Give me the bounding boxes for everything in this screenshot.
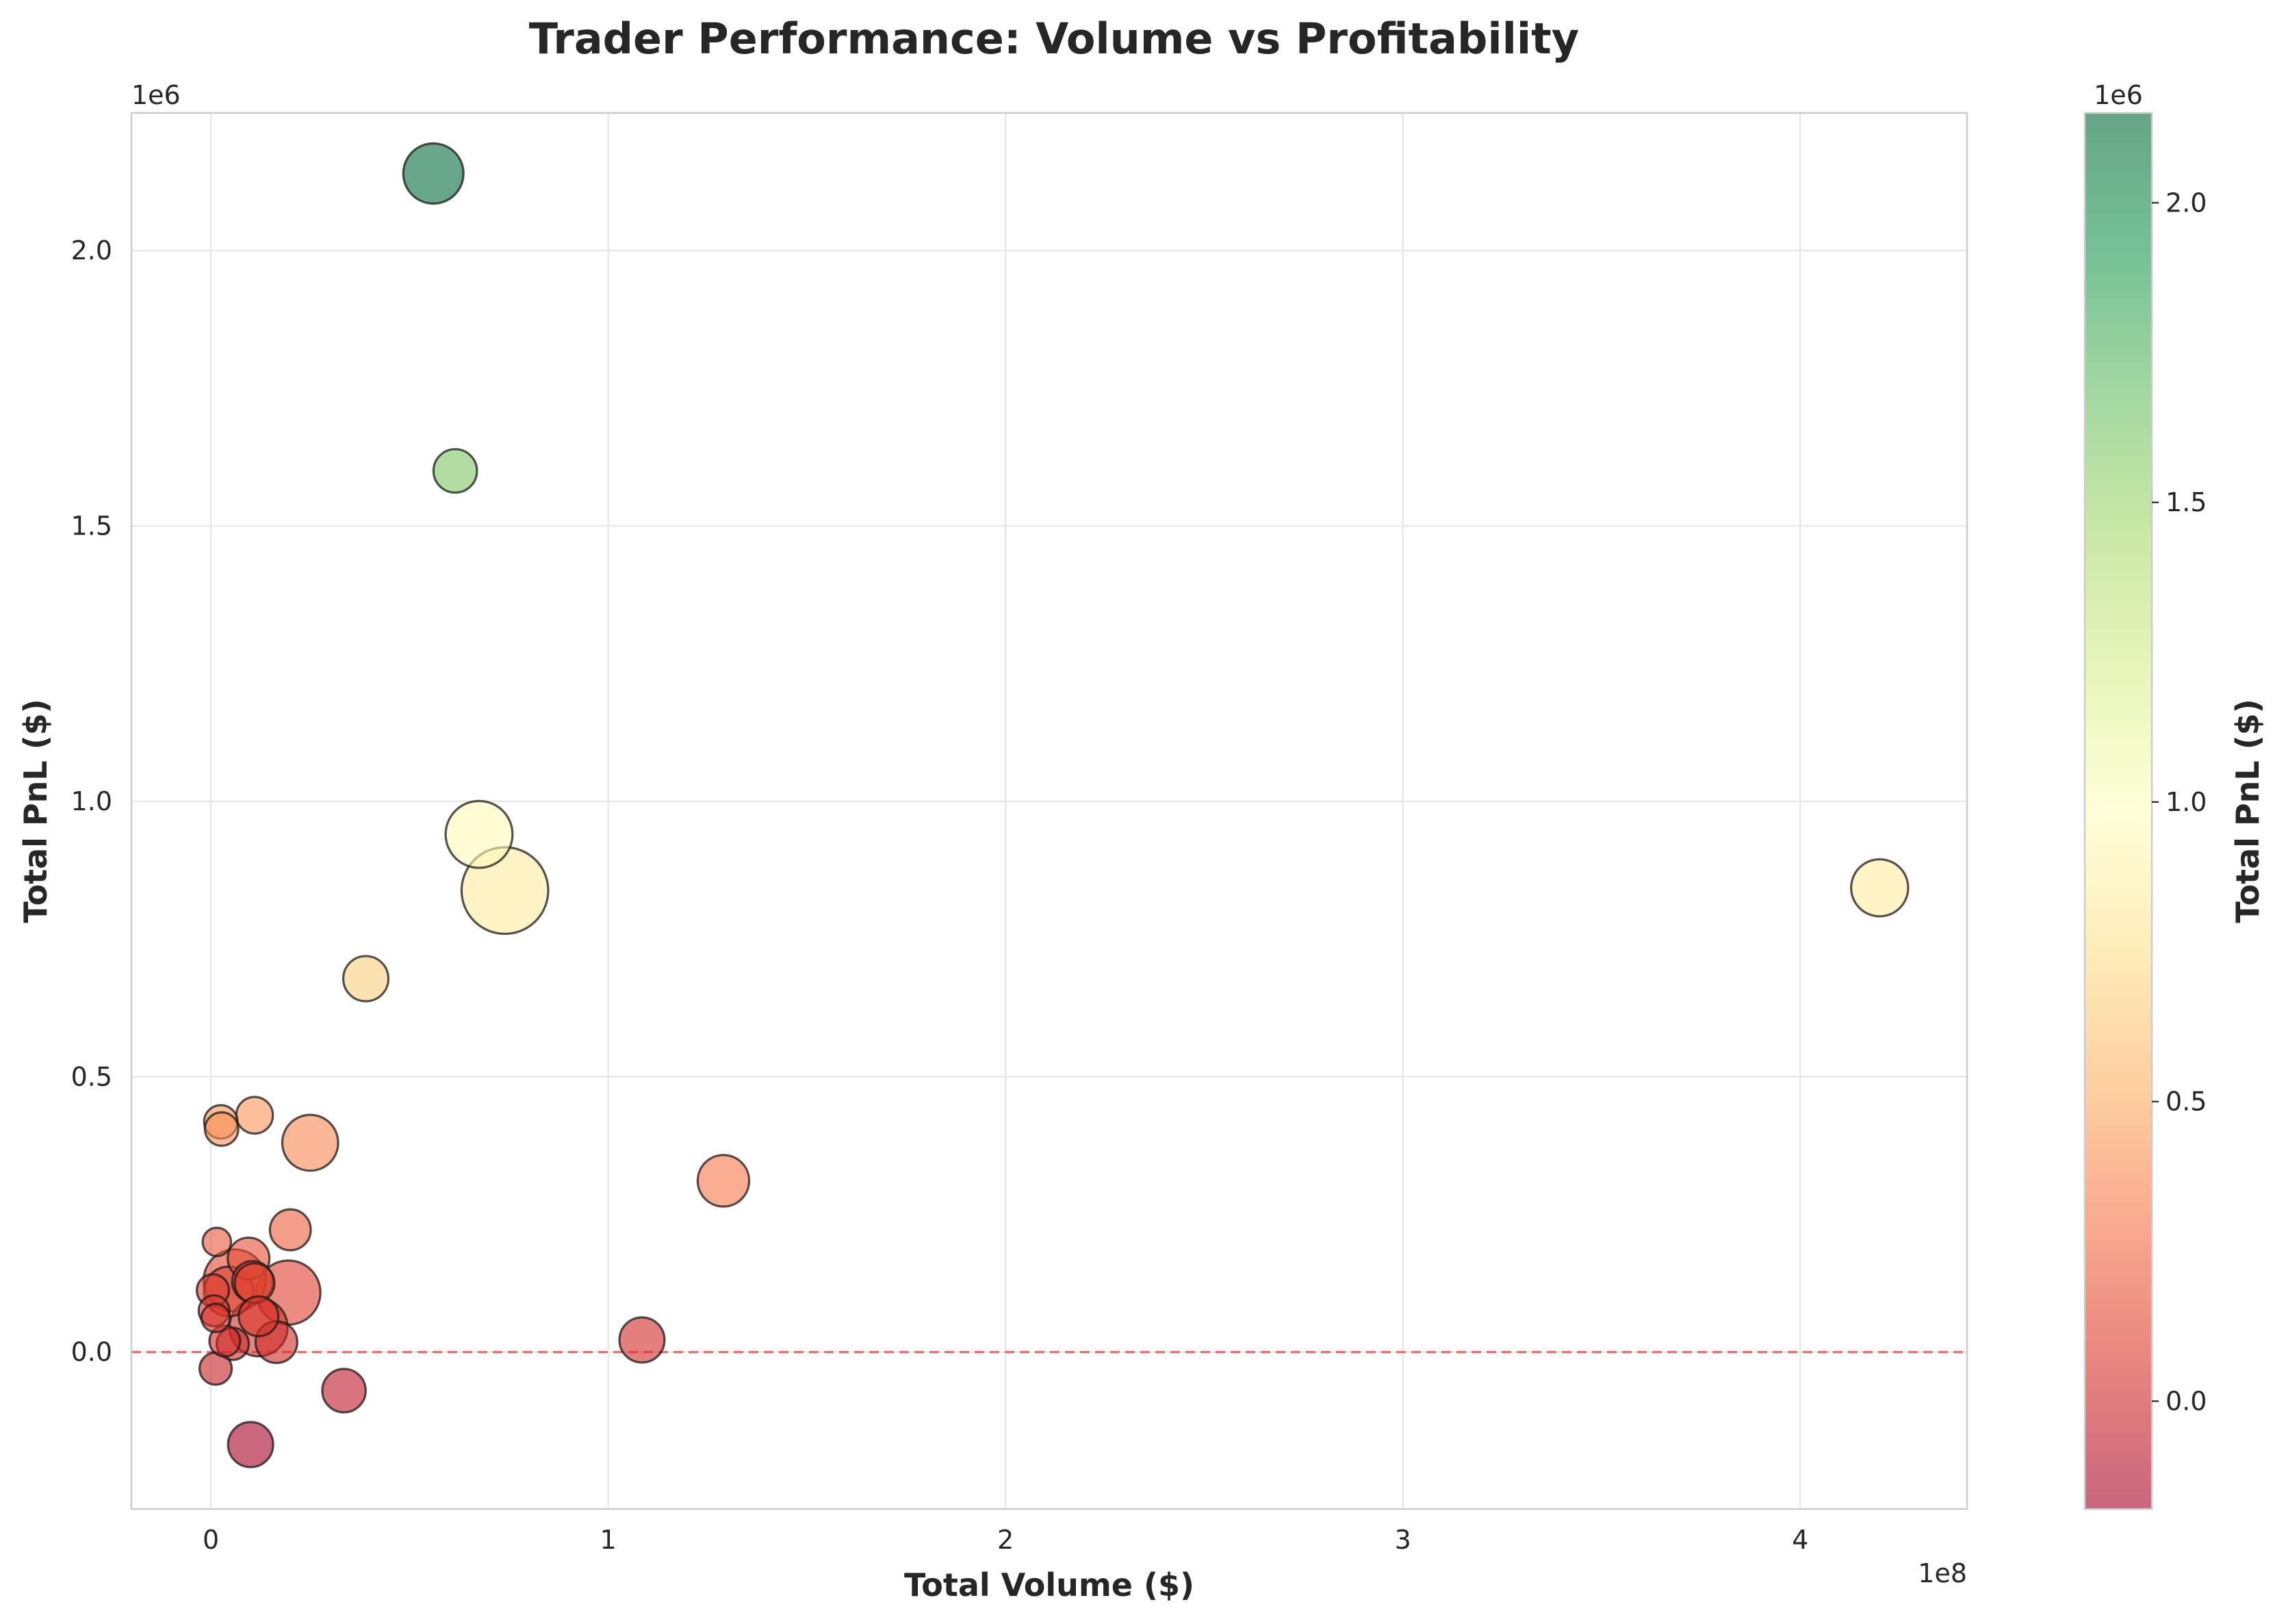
data-point [432, 448, 478, 494]
colorbar-frame [2083, 112, 2153, 1510]
x-tick-label: 1 [600, 1525, 617, 1555]
x-axis-offset-label: 1e8 [1918, 1558, 1967, 1588]
data-point [444, 799, 514, 869]
colorbar-tick-label: 1.5 [2166, 487, 2207, 517]
data-point [227, 1421, 274, 1469]
y-tick-label: 0.5 [71, 1061, 112, 1092]
y-tick-label: 1.5 [71, 511, 112, 541]
y-axis-offset-label: 1e6 [131, 80, 181, 110]
data-point [1850, 858, 1910, 918]
data-point [235, 1096, 274, 1135]
chart-title: Trader Performance: Volume vs Profitabil… [529, 14, 1579, 64]
y-axis-ticks: 0.0 0.5 1.0 1.5 2.0 [71, 235, 112, 1367]
data-point [200, 1302, 231, 1334]
data-points [195, 142, 1910, 1469]
data-point [402, 142, 465, 205]
x-tick-label: 3 [1395, 1525, 1411, 1555]
data-point [203, 1111, 240, 1147]
data-point [342, 955, 390, 1003]
data-point [201, 1226, 233, 1258]
plot-frame [130, 112, 1968, 1510]
colorbar-label: Total PnL ($) [2229, 699, 2266, 923]
colorbar-gradient [2085, 113, 2152, 1509]
colorbar-offset-label: 1e6 [2094, 80, 2143, 110]
y-tick-label: 0.0 [71, 1337, 112, 1367]
y-tick-label: 2.0 [71, 235, 112, 266]
x-tick-label: 4 [1792, 1525, 1808, 1555]
x-tick-label: 0 [203, 1525, 219, 1555]
colorbar-tick-label: 2.0 [2166, 188, 2207, 218]
data-point [268, 1208, 312, 1252]
data-point [237, 1295, 280, 1337]
x-tick-label: 2 [997, 1525, 1014, 1555]
colorbar-tick-label: 0.0 [2166, 1386, 2207, 1416]
y-tick-label: 1.0 [71, 786, 112, 816]
x-axis-ticks: 0 1 2 3 4 [203, 1525, 1808, 1555]
data-point [696, 1154, 751, 1208]
colorbar-tick-label: 0.5 [2166, 1087, 2207, 1117]
data-point [321, 1367, 367, 1414]
colorbar-ticks: 0.0 0.5 1.0 1.5 2.0 [2152, 188, 2207, 1416]
grid-lines [131, 113, 1967, 1509]
colorbar-tick-label: 1.0 [2166, 787, 2207, 817]
data-point [618, 1316, 666, 1364]
data-point [281, 1113, 339, 1172]
x-axis-label: Total Volume ($) [904, 1567, 1194, 1603]
y-axis-label: Total PnL ($) [17, 699, 54, 923]
